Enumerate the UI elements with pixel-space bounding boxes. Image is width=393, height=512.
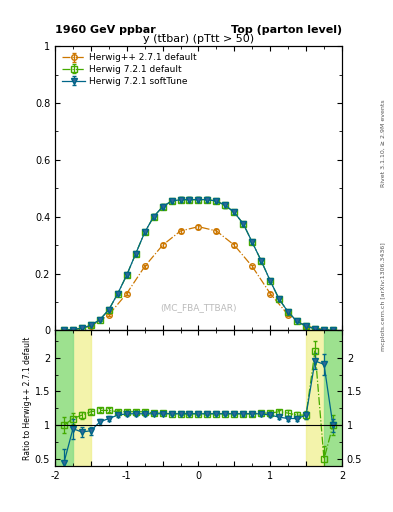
- Text: 1960 GeV ppbar: 1960 GeV ppbar: [55, 25, 156, 35]
- Legend: Herwig++ 2.7.1 default, Herwig 7.2.1 default, Herwig 7.2.1 softTune: Herwig++ 2.7.1 default, Herwig 7.2.1 def…: [59, 51, 200, 89]
- Text: Top (parton level): Top (parton level): [231, 25, 342, 35]
- Y-axis label: Ratio to Herwig++ 2.7.1 default: Ratio to Herwig++ 2.7.1 default: [23, 336, 32, 460]
- Text: (MC_FBA_TTBAR): (MC_FBA_TTBAR): [160, 303, 237, 312]
- Text: Rivet 3.1.10, ≥ 2.9M events: Rivet 3.1.10, ≥ 2.9M events: [381, 99, 386, 187]
- Title: y (tt̄bar) (pTtt > 50): y (tt̄bar) (pTtt > 50): [143, 34, 254, 44]
- Text: mcplots.cern.ch [arXiv:1306.3436]: mcplots.cern.ch [arXiv:1306.3436]: [381, 243, 386, 351]
